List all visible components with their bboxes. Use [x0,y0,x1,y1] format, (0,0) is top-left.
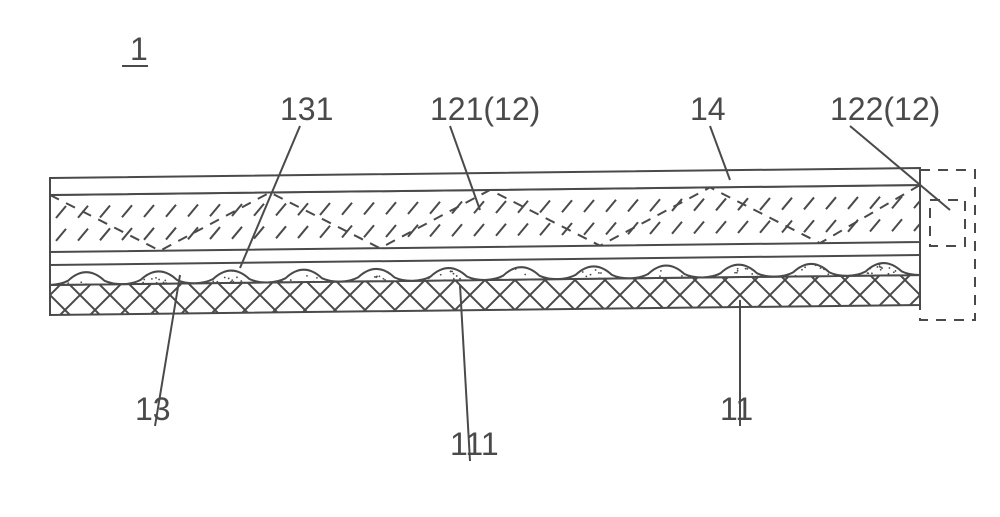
label-122_12: 122(12) [830,91,940,127]
label-121_12: 121(12) [430,91,540,127]
label-13: 13 [135,391,171,427]
assembly-label: 1 [130,31,148,67]
label-14: 14 [690,91,726,127]
gap-bottom-line [50,255,920,265]
label-111: 111 [450,426,499,462]
label-131: 131 [280,91,333,127]
layer-12 [50,185,920,252]
label-11: 11 [720,391,753,427]
